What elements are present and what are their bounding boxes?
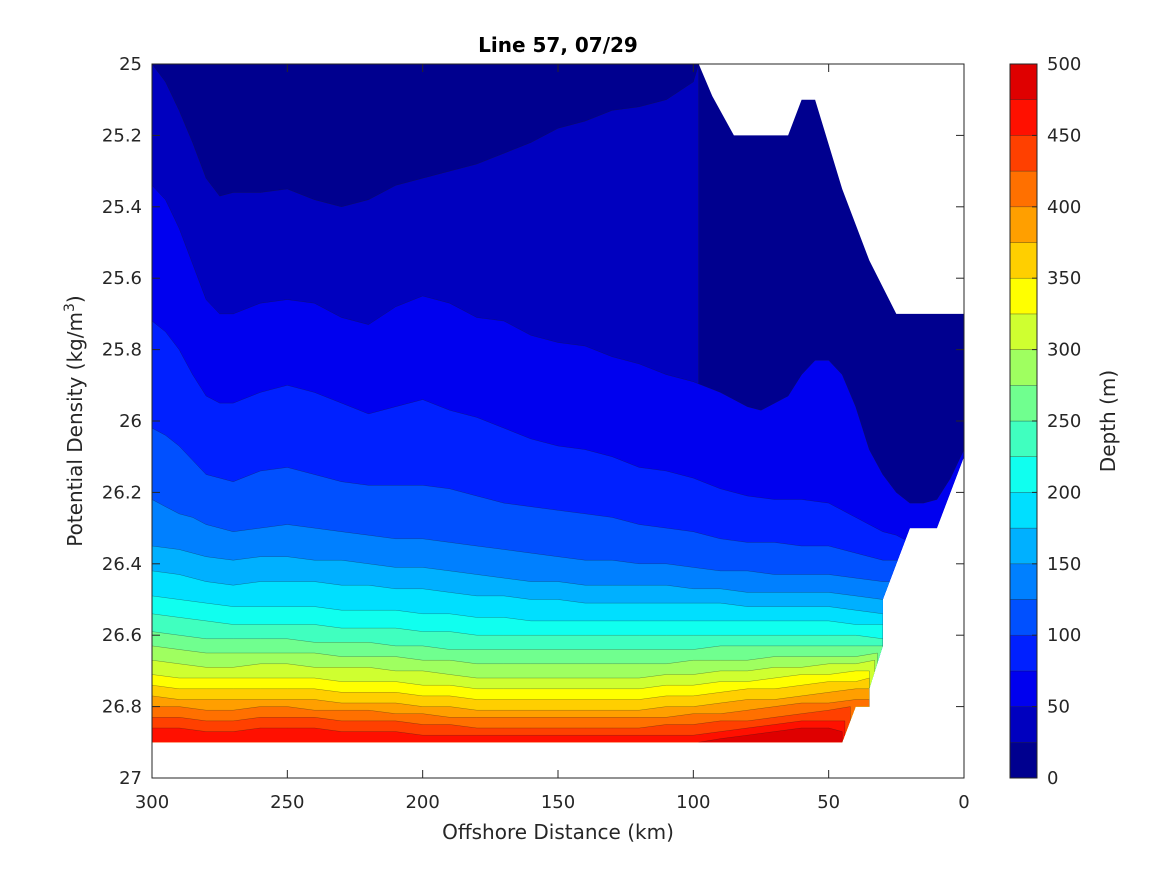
x-tick-label: 250: [270, 792, 304, 813]
colorbar-band: [1009, 313, 1038, 350]
colorbar-label: Depth (m): [1096, 370, 1120, 472]
colorbar-tick-label: 100: [1047, 625, 1081, 646]
colorbar-tick-label: 450: [1047, 125, 1081, 146]
colorbar-band: [1009, 563, 1038, 600]
colorbar-band: [1009, 63, 1038, 100]
colorbar-band: [1009, 492, 1038, 529]
colorbar-band: [1009, 527, 1038, 565]
colorbar-band: [1009, 742, 1038, 779]
y-tick-label: 25.2: [102, 125, 142, 146]
colorbar-band: [1009, 634, 1038, 672]
colorbar-ticks: 0 50 100 150 200 250 300 350 400 450 500: [1032, 54, 1081, 789]
colorbar-band: [1009, 277, 1038, 315]
plot-area: [152, 64, 964, 778]
contour-fills: [152, 64, 964, 743]
colorbar-band: [1009, 206, 1038, 243]
colorbar-band: [1009, 385, 1038, 422]
x-axis-ticks: 300 250 200 150 100 50 0: [135, 64, 970, 813]
colorbar-band: [1009, 349, 1038, 386]
x-tick-label: 0: [958, 792, 969, 813]
x-tick-label: 200: [405, 792, 439, 813]
y-tick-label: 26.2: [102, 482, 142, 503]
contour-band-450: [152, 720, 846, 743]
y-tick-label: 27: [119, 768, 142, 789]
colorbar: 0 50 100 150 200 250 300 350 400 450 500 Depth (m): [1009, 54, 1120, 789]
colorbar-band: [1009, 456, 1038, 493]
x-tick-label: 100: [676, 792, 710, 813]
y-axis-ticks: 25 25.2 25.4 25.6 25.8 26 26.2 26.4 26.6 26.8 27: [102, 54, 964, 789]
colorbar-band: [1009, 242, 1038, 279]
colorbar-tick-label: 250: [1047, 411, 1081, 432]
colorbar-band: [1009, 99, 1038, 136]
colorbar-tick-label: 500: [1047, 54, 1081, 75]
colorbar-bands: [1009, 63, 1038, 779]
colorbar-band: [1009, 170, 1038, 208]
colorbar-tick-label: 200: [1047, 482, 1081, 503]
colorbar-tick-label: 300: [1047, 340, 1081, 361]
contour-band-425: [152, 706, 851, 743]
y-tick-label: 25: [119, 54, 142, 75]
y-tick-label: 25.4: [102, 197, 142, 218]
x-tick-label: 300: [135, 792, 169, 813]
x-tick-label: 50: [817, 792, 840, 813]
chart-title: Line 57, 07/29: [478, 33, 638, 57]
x-axis-label: Offshore Distance (km): [442, 820, 674, 844]
y-axis-label-close: ): [63, 295, 87, 303]
colorbar-band: [1009, 420, 1038, 457]
colorbar-tick-label: 50: [1047, 697, 1070, 718]
colorbar-tick-label: 150: [1047, 554, 1081, 575]
colorbar-tick-label: 350: [1047, 268, 1081, 289]
y-tick-label: 26.6: [102, 625, 142, 646]
y-tick-label: 25.6: [102, 268, 142, 289]
contour-band-475: [698, 727, 843, 743]
colorbar-tick-label: 0: [1047, 768, 1058, 789]
y-tick-label: 26.4: [102, 554, 142, 575]
colorbar-tick-label: 400: [1047, 197, 1081, 218]
y-axis-label-superscript: 3: [62, 303, 78, 312]
y-tick-label: 26: [119, 411, 142, 432]
y-axis-label-main: Potential Density (kg/m: [63, 312, 87, 547]
y-axis-label: Potential Density (kg/m3): [62, 295, 87, 546]
colorbar-band: [1009, 706, 1038, 743]
x-tick-label: 150: [541, 792, 575, 813]
colorbar-band: [1009, 599, 1038, 636]
y-tick-label: 25.8: [102, 340, 142, 361]
colorbar-band: [1009, 135, 1038, 172]
colorbar-band: [1009, 670, 1038, 707]
y-tick-label: 26.8: [102, 697, 142, 718]
